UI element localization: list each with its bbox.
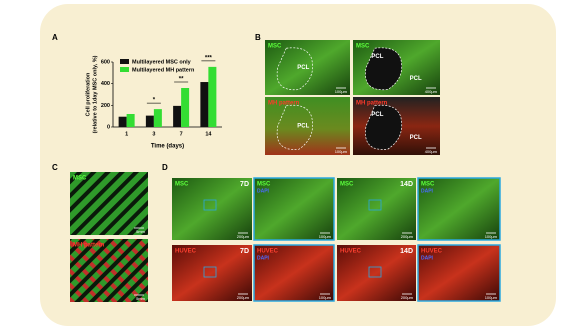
- micrograph: [253, 244, 335, 302]
- micrograph: [417, 177, 501, 241]
- legend-label: Multilayered MH pattern: [132, 67, 195, 73]
- micrograph: [337, 178, 416, 240]
- micrograph-tag: DAPI: [421, 255, 434, 261]
- scale-label: 100μm: [319, 234, 332, 239]
- bar: [208, 66, 217, 127]
- micrograph-label: MSC: [356, 44, 370, 50]
- micrograph: [172, 178, 252, 240]
- y-tick-label: 200: [101, 103, 110, 109]
- micrograph-tag: DAPI: [257, 188, 270, 194]
- scale-label: 200μm: [237, 295, 250, 300]
- region-outline: [365, 104, 403, 150]
- significance-marker: *: [153, 98, 156, 104]
- micrograph-label: MH pattern: [268, 101, 300, 107]
- significance-marker: ***: [205, 55, 213, 61]
- y-axis-label: (relative to 1day MSC only, %): [92, 55, 98, 133]
- micrograph: [265, 40, 350, 95]
- y-axis-label: Cell proliferation: [85, 72, 91, 116]
- region-outline: [276, 47, 313, 91]
- y-tick-label: 0: [107, 124, 110, 130]
- micrograph-label: MSC: [268, 44, 282, 50]
- micrograph-tag: 14D: [400, 181, 413, 188]
- scale-label: 5mm: [136, 296, 146, 301]
- inset-box: [368, 199, 382, 211]
- micrograph-tag: 14D: [400, 248, 413, 255]
- scale-label: 100μm: [319, 295, 332, 300]
- significance-marker: **: [179, 77, 184, 83]
- micrograph: [253, 177, 335, 241]
- scale-label: 100μm: [335, 149, 348, 154]
- micrograph-label: MH pattern: [356, 101, 388, 107]
- scale-label: 200μm: [237, 234, 250, 239]
- region-label: PCL: [297, 124, 309, 130]
- region-label: PCL: [410, 135, 422, 141]
- scale-label: 100μm: [485, 295, 498, 300]
- region-label: PCL: [410, 76, 422, 82]
- scale-label: 400μm: [425, 149, 438, 154]
- micrograph-label: HUVEC: [340, 249, 362, 255]
- micrograph-tag: DAPI: [421, 188, 434, 194]
- scale-label: 400μm: [425, 89, 438, 94]
- scale-label: 5mm: [136, 229, 146, 234]
- bar: [181, 88, 190, 127]
- scale-label: 100μm: [335, 89, 348, 94]
- region-label: PCL: [371, 112, 383, 118]
- x-axis-label: Time (days): [151, 144, 184, 150]
- inset-box: [368, 266, 382, 278]
- micrograph-label: MSC: [175, 182, 189, 188]
- x-tick-label: 1: [125, 131, 128, 137]
- scale-label: 100μm: [485, 234, 498, 239]
- x-tick-label: 7: [180, 131, 183, 137]
- micrograph-label: MH pattern: [73, 243, 105, 249]
- y-tick-label: 400: [101, 81, 110, 87]
- inset-box: [203, 199, 217, 211]
- inset-box: [203, 266, 217, 278]
- bar: [153, 109, 162, 127]
- micrograph-label: HUVEC: [257, 249, 279, 255]
- scale-label: 200μm: [401, 295, 414, 300]
- bar: [145, 115, 154, 127]
- region-outline: [365, 47, 403, 91]
- micrograph-label: HUVEC: [175, 249, 197, 255]
- micrograph-label: MSC: [340, 182, 354, 188]
- panel-letter: A: [52, 33, 58, 42]
- micrograph: [417, 244, 501, 302]
- legend-swatch: [120, 67, 129, 72]
- bar: [200, 82, 209, 127]
- micrograph-tag: 7D: [240, 248, 249, 255]
- legend-swatch: [120, 59, 129, 64]
- x-tick-label: 3: [152, 131, 155, 137]
- micrograph-tag: 7D: [240, 181, 249, 188]
- panel-letter: C: [52, 163, 58, 172]
- bar: [118, 116, 127, 127]
- micrograph-label: MSC: [73, 176, 87, 182]
- bar: [126, 114, 135, 127]
- bar: [173, 105, 182, 127]
- micrograph: [265, 97, 350, 155]
- legend-label: Multilayered MSC only: [132, 59, 192, 65]
- micrograph-label: MSC: [421, 182, 435, 188]
- micrograph: [172, 245, 252, 301]
- region-label: PCL: [371, 54, 383, 60]
- micrograph-label: HUVEC: [421, 249, 443, 255]
- micrograph: [337, 245, 416, 301]
- micrograph: [70, 172, 148, 235]
- scale-label: 200μm: [401, 234, 414, 239]
- micrograph-tag: DAPI: [257, 255, 270, 261]
- panel-letter: D: [162, 163, 168, 172]
- x-tick-label: 14: [205, 131, 212, 137]
- y-tick-label: 600: [101, 59, 110, 65]
- region-label: PCL: [297, 65, 309, 71]
- panel-letter: B: [255, 33, 261, 42]
- micrograph: [70, 239, 148, 302]
- region-outline: [276, 104, 313, 150]
- micrograph-label: MSC: [257, 182, 271, 188]
